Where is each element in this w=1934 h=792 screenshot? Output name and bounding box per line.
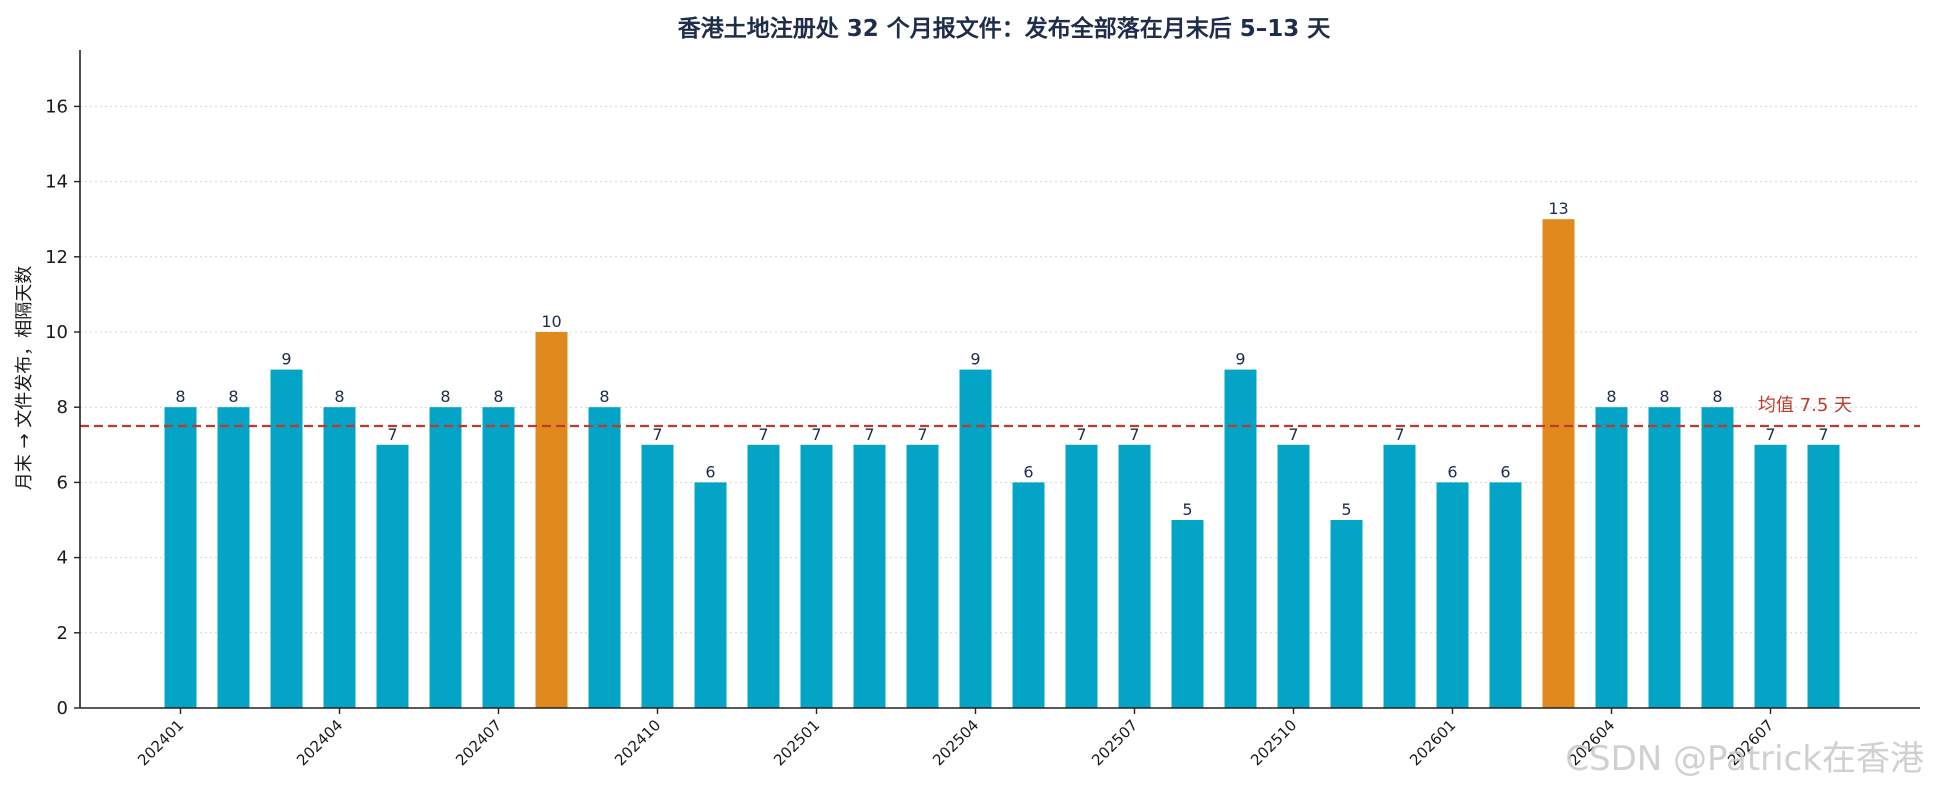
bar (1118, 444, 1151, 708)
data-label: 13 (1548, 199, 1568, 218)
y-tick-label: 8 (57, 397, 68, 418)
data-label: 7 (652, 425, 662, 444)
bar (800, 444, 833, 708)
data-label: 7 (1818, 425, 1828, 444)
y-tick-label: 2 (57, 623, 68, 644)
data-label: 7 (1288, 425, 1298, 444)
bar (1701, 407, 1734, 708)
data-label: 7 (1765, 425, 1775, 444)
bar (1171, 520, 1204, 708)
bar (959, 369, 992, 708)
bar (376, 444, 409, 708)
data-label: 5 (1341, 500, 1351, 519)
x-ticks: 202401 202404 202407 202410 202501 202504 2025… (134, 708, 1777, 769)
data-label: 7 (811, 425, 821, 444)
x-tick-label: 202510 (1247, 716, 1300, 769)
data-label: 6 (1447, 462, 1457, 481)
y-tick-label: 0 (57, 698, 68, 719)
bar (1807, 444, 1840, 708)
bar (1542, 219, 1575, 708)
mean-label: 均值 7.5 天 (1758, 395, 1852, 416)
x-tick-label: 202401 (134, 716, 187, 769)
data-label: 7 (1129, 425, 1139, 444)
chart-title: 香港土地注册处 32 个月报文件：发布全部落在月末后 5–13 天 (678, 15, 1332, 42)
data-label: 7 (917, 425, 927, 444)
bar (853, 444, 886, 708)
bar (694, 482, 727, 708)
bar (323, 407, 356, 708)
y-tick-label: 12 (45, 247, 68, 268)
data-label: 8 (1659, 387, 1669, 406)
data-label: 9 (1235, 350, 1245, 369)
x-tick-label: 202404 (293, 716, 346, 769)
bar (1224, 369, 1257, 708)
x-tick-label: 202410 (611, 716, 664, 769)
data-label: 7 (387, 425, 397, 444)
y-tick-label: 16 (45, 96, 68, 117)
x-tick-label: 202601 (1406, 716, 1459, 769)
data-label: 6 (1023, 462, 1033, 481)
axes (79, 50, 1920, 709)
x-tick-label: 202504 (929, 716, 982, 769)
bar (1648, 407, 1681, 708)
data-label: 8 (440, 387, 450, 406)
data-label: 7 (864, 425, 874, 444)
bar (906, 444, 939, 708)
bar (535, 332, 568, 708)
bar (1754, 444, 1787, 708)
bar (588, 407, 621, 708)
y-tick-label: 14 (45, 172, 68, 193)
data-label: 10 (541, 312, 561, 331)
bar (270, 369, 303, 708)
bar (1595, 407, 1628, 708)
data-label: 7 (1394, 425, 1404, 444)
mean-line-group: 均值 7.5 天 (80, 395, 1920, 428)
data-label: 8 (175, 387, 185, 406)
data-label: 8 (334, 387, 344, 406)
x-tick-label: 202501 (770, 716, 823, 769)
bars (164, 219, 1840, 708)
bar (1383, 444, 1416, 708)
data-label: 5 (1182, 500, 1192, 519)
watermark: CSDN @Patrick在香港 (1565, 739, 1924, 779)
bar (641, 444, 674, 708)
bar (217, 407, 250, 708)
y-axis-label: 月末 → 文件发布，相隔天数 (14, 266, 35, 491)
bar (1436, 482, 1469, 708)
bar (1489, 482, 1522, 708)
bar (747, 444, 780, 708)
grid-lines (80, 105, 1920, 634)
y-tick-label: 10 (45, 322, 68, 343)
data-label: 8 (1606, 387, 1616, 406)
y-tick-label: 4 (57, 548, 68, 569)
data-label: 7 (758, 425, 768, 444)
data-label: 8 (228, 387, 238, 406)
bar (1330, 520, 1363, 708)
y-ticks: 0 2 4 6 8 10 12 14 16 (45, 96, 80, 719)
bar (482, 407, 515, 708)
data-label: 6 (705, 462, 715, 481)
bar (1277, 444, 1310, 708)
x-tick-label: 202407 (452, 716, 505, 769)
data-label: 9 (281, 350, 291, 369)
data-label: 7 (1076, 425, 1086, 444)
data-label: 8 (599, 387, 609, 406)
bar (164, 407, 197, 708)
data-label: 6 (1500, 462, 1510, 481)
bar (1065, 444, 1098, 708)
data-label: 8 (1712, 387, 1722, 406)
x-tick-label: 202507 (1088, 716, 1141, 769)
y-tick-label: 6 (57, 472, 68, 493)
data-label: 9 (970, 350, 980, 369)
data-label: 8 (493, 387, 503, 406)
bar (429, 407, 462, 708)
data-labels: 8 8 9 8 7 8 8 10 8 7 6 7 7 7 7 9 6 7 7 5 9 7 5 7 6 6 13 8 8 8 7 7 (175, 199, 1828, 519)
bar (1012, 482, 1045, 708)
